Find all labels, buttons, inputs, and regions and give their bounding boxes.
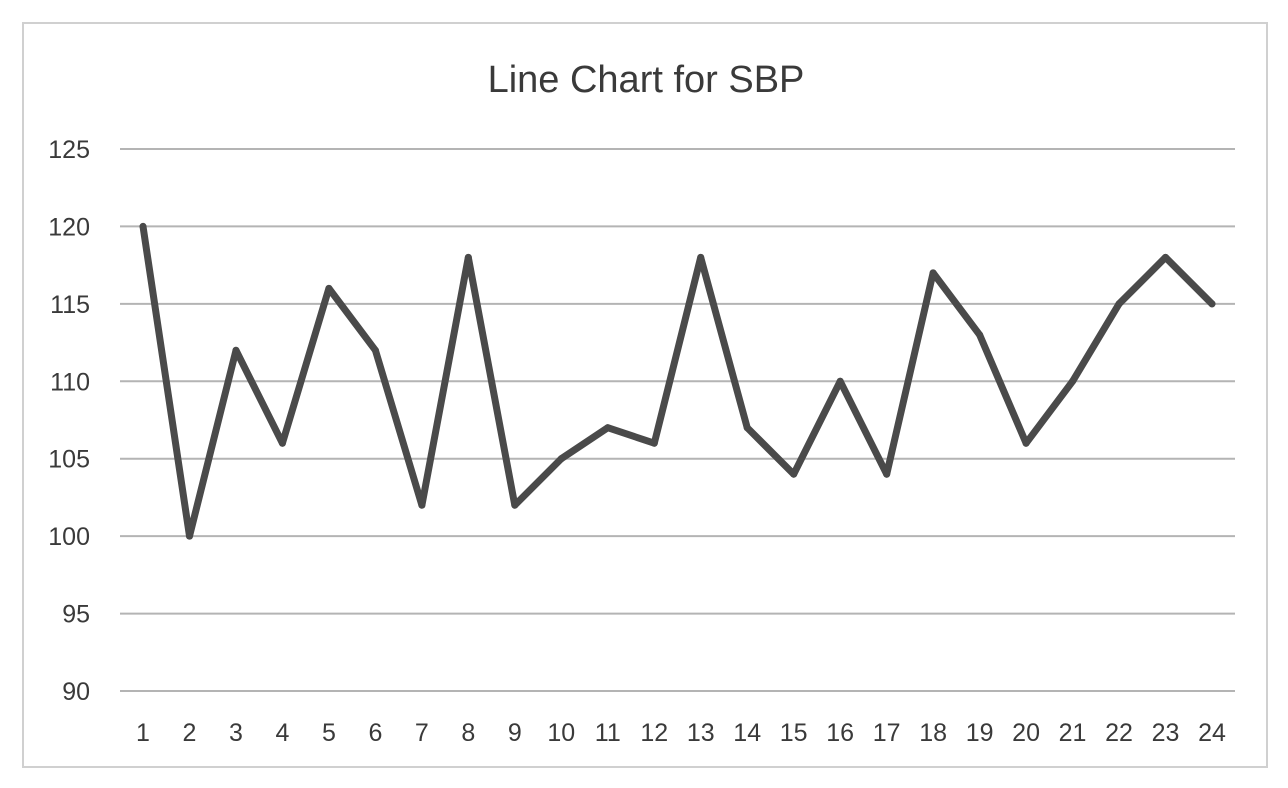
x-tick-label: 23 xyxy=(1152,719,1180,747)
x-tick-label: 18 xyxy=(919,719,947,747)
data-point xyxy=(790,470,798,478)
data-point xyxy=(1115,300,1123,308)
x-tick-label: 14 xyxy=(733,719,761,747)
x-tick-label: 21 xyxy=(1059,719,1087,747)
chart-title: Line Chart for SBP xyxy=(488,59,805,101)
x-axis-ticks: 1 2 3 4 5 6 7 8 9 10 11 12 13 14 15 16 17 18 19 20 21 22 23 24 xyxy=(136,719,1226,747)
data-point xyxy=(836,377,844,385)
x-tick-label: 19 xyxy=(966,719,994,747)
y-axis-ticks: 90 95 100 105 110 115 120 125 xyxy=(48,136,90,706)
y-tick-label: 95 xyxy=(62,601,90,629)
x-tick-label: 1 xyxy=(136,719,150,747)
data-point xyxy=(325,284,333,292)
data-point xyxy=(278,439,286,447)
data-point xyxy=(185,532,193,540)
data-point xyxy=(650,439,658,447)
data-point xyxy=(1069,377,1077,385)
y-tick-label: 125 xyxy=(48,136,90,164)
x-tick-label: 12 xyxy=(640,719,668,747)
data-point xyxy=(1022,439,1030,447)
data-point xyxy=(557,455,565,463)
x-tick-label: 9 xyxy=(508,719,522,747)
x-tick-label: 2 xyxy=(183,719,197,747)
x-tick-label: 22 xyxy=(1105,719,1133,747)
x-tick-label: 15 xyxy=(780,719,808,747)
x-tick-label: 10 xyxy=(547,719,575,747)
x-tick-label: 7 xyxy=(415,719,429,747)
y-tick-label: 115 xyxy=(50,291,90,319)
y-tick-label: 120 xyxy=(48,213,90,241)
data-point xyxy=(883,470,891,478)
y-tick-label: 110 xyxy=(50,368,90,396)
data-point xyxy=(976,331,984,339)
data-point xyxy=(743,424,751,432)
gridlines xyxy=(120,148,1235,692)
x-tick-label: 4 xyxy=(275,719,289,747)
x-tick-label: 5 xyxy=(322,719,336,747)
data-point xyxy=(929,269,937,277)
data-point xyxy=(371,346,379,354)
x-tick-label: 24 xyxy=(1198,719,1226,747)
series-group xyxy=(139,222,1216,540)
x-tick-label: 3 xyxy=(229,719,243,747)
data-point xyxy=(697,253,705,261)
data-point xyxy=(511,501,519,509)
series-line xyxy=(139,222,1216,540)
data-point xyxy=(604,424,612,432)
data-point xyxy=(139,222,147,230)
x-tick-label: 17 xyxy=(873,719,901,747)
x-tick-label: 16 xyxy=(826,719,854,747)
data-point xyxy=(464,253,472,261)
data-point xyxy=(1208,300,1216,308)
x-tick-label: 11 xyxy=(595,719,621,747)
data-point xyxy=(1162,253,1170,261)
data-point xyxy=(232,346,240,354)
x-tick-label: 6 xyxy=(368,719,382,747)
y-tick-label: 105 xyxy=(48,446,90,474)
x-tick-label: 13 xyxy=(687,719,715,747)
x-tick-label: 20 xyxy=(1012,719,1040,747)
data-point xyxy=(418,501,426,509)
y-tick-label: 90 xyxy=(62,678,90,706)
x-tick-label: 8 xyxy=(461,719,475,747)
y-tick-label: 100 xyxy=(48,523,90,551)
